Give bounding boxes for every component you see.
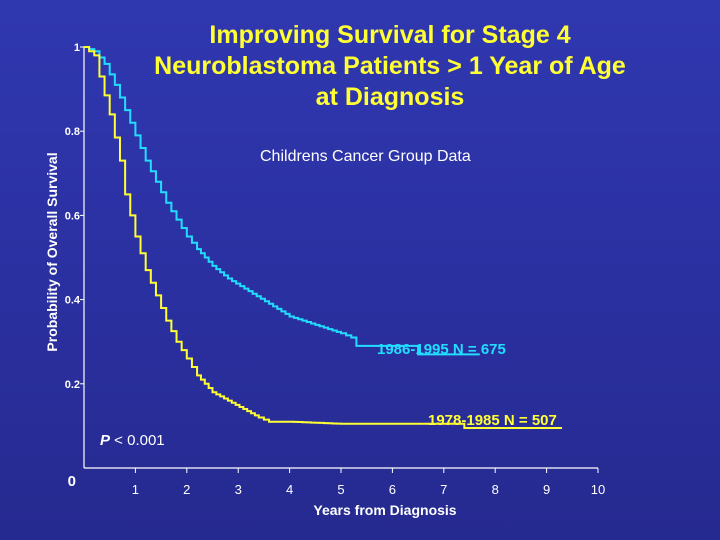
x-tick-label-9: 9 [543,482,550,497]
x-tick-label-8: 8 [492,482,499,497]
x-tick-label-7: 7 [440,482,447,497]
x-tick-label-10: 10 [591,482,605,497]
series-label-1978-1985: 1978-1985 N = 507 [428,412,557,429]
y-tick-label-0.2: 0.2 [65,379,80,391]
x-tick-label-3: 3 [235,482,242,497]
series-label-1986-1995: 1986-1995 N = 675 [377,341,506,358]
y-tick-label-1: 1 [74,42,80,54]
p-value-text: < 0.001 [110,432,165,449]
y-tick-label-0.6: 0.6 [65,210,80,222]
p-value-symbol: P [100,432,111,449]
title-line-2: Neuroblastoma Patients > 1 Year of Age [154,52,626,80]
x-axis-label: Years from Diagnosis [313,502,457,518]
y-tick-label-0.4: 0.4 [65,295,81,307]
x-tick-label-4: 4 [286,482,293,497]
x-tick-label-6: 6 [389,482,396,497]
y-tick-label-0: 0 [68,473,76,490]
y-tick-label-0.8: 0.8 [65,126,80,138]
series-line-1986-1995 [84,46,480,356]
x-tick-label-1: 1 [132,482,139,497]
title-line-3: at Diagnosis [315,83,465,111]
series-line-1978-1985 [84,46,563,430]
x-tick-label-5: 5 [337,482,344,497]
title-line-1: Improving Survival for Stage 4 [209,21,571,49]
chart-title: Improving Survival for Stage 4 Neuroblas… [90,20,690,113]
p-value-annotation: P < 0.001 [100,432,165,449]
chart-subtitle: Childrens Cancer Group Data [260,148,471,165]
x-tick-label-2: 2 [183,482,190,497]
